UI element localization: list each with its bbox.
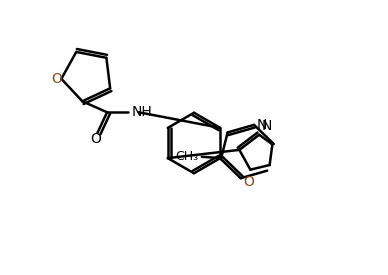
Text: O: O	[51, 72, 62, 86]
Text: N: N	[262, 119, 272, 133]
Text: O: O	[244, 175, 255, 189]
Text: NH: NH	[132, 105, 152, 119]
Text: N: N	[256, 118, 267, 132]
Text: CH₃: CH₃	[175, 150, 198, 163]
Text: O: O	[90, 132, 100, 146]
